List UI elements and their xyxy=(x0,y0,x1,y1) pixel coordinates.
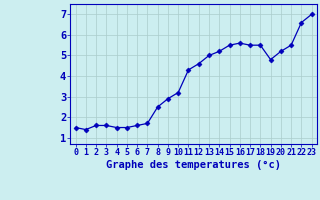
X-axis label: Graphe des temperatures (°c): Graphe des temperatures (°c) xyxy=(106,160,281,170)
